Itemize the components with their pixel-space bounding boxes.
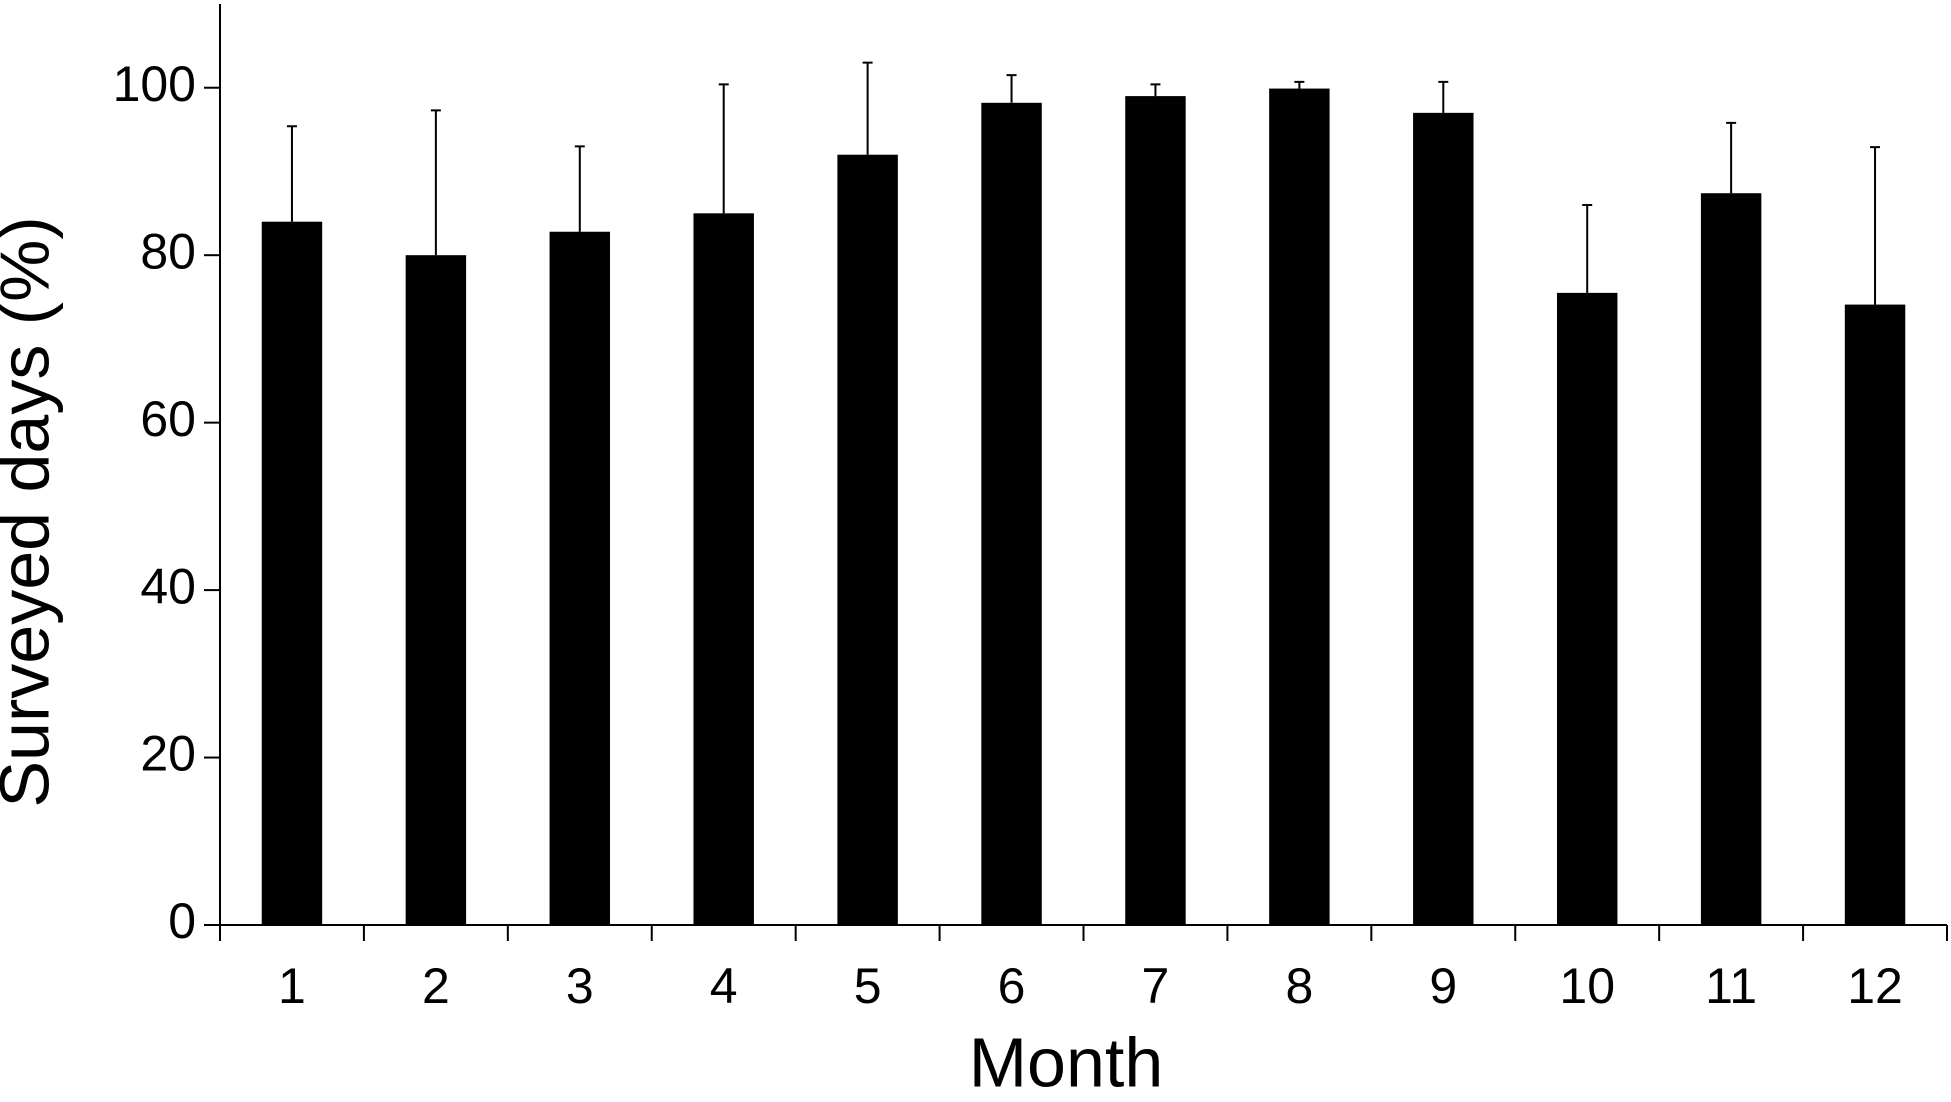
error-bar xyxy=(718,83,729,214)
x-tick-label: 11 xyxy=(1705,958,1757,1014)
y-tick-label: 0 xyxy=(168,893,196,949)
error-bar xyxy=(1582,203,1593,293)
bar xyxy=(693,213,754,925)
y-tick-label: 60 xyxy=(140,391,196,447)
x-tick-label: 8 xyxy=(1285,958,1313,1014)
x-tick-label: 6 xyxy=(998,958,1026,1014)
error-bar xyxy=(1726,121,1737,194)
error-bar xyxy=(1870,146,1881,305)
bar xyxy=(1556,292,1618,925)
y-tick-label: 40 xyxy=(140,558,196,614)
bar xyxy=(837,154,898,925)
x-tick-label: 2 xyxy=(422,958,450,1014)
x-tick-label: 4 xyxy=(710,958,738,1014)
x-tick-label: 5 xyxy=(854,958,882,1014)
x-tick-label: 10 xyxy=(1559,958,1615,1014)
x-tick-label: 9 xyxy=(1429,958,1457,1014)
x-tick-label: 3 xyxy=(566,958,594,1014)
y-axis-title: Surveyed days (%) xyxy=(0,216,63,807)
y-tick-label: 20 xyxy=(140,726,196,782)
bar xyxy=(549,231,611,926)
y-tick-label: 80 xyxy=(140,223,196,279)
error-bar xyxy=(1150,83,1161,97)
error-bar xyxy=(1294,80,1305,89)
error-bar xyxy=(430,109,441,256)
error-bar xyxy=(1006,74,1017,103)
x-tick-label: 1 xyxy=(278,958,306,1014)
bar xyxy=(1125,96,1186,926)
error-bar xyxy=(574,145,585,232)
bar xyxy=(405,255,467,925)
x-tick-label: 12 xyxy=(1847,958,1903,1014)
error-bar xyxy=(1438,80,1449,113)
bar xyxy=(1700,193,1762,925)
bar xyxy=(1413,112,1474,925)
x-axis-title: Month xyxy=(969,1023,1164,1101)
error-bar xyxy=(862,61,873,155)
error-bar xyxy=(286,125,297,222)
bar xyxy=(1844,304,1906,925)
bar xyxy=(261,221,323,925)
y-tick-label: 100 xyxy=(113,56,196,112)
bar xyxy=(981,102,1042,926)
bar xyxy=(1269,88,1330,925)
x-tick-label: 7 xyxy=(1142,958,1170,1014)
